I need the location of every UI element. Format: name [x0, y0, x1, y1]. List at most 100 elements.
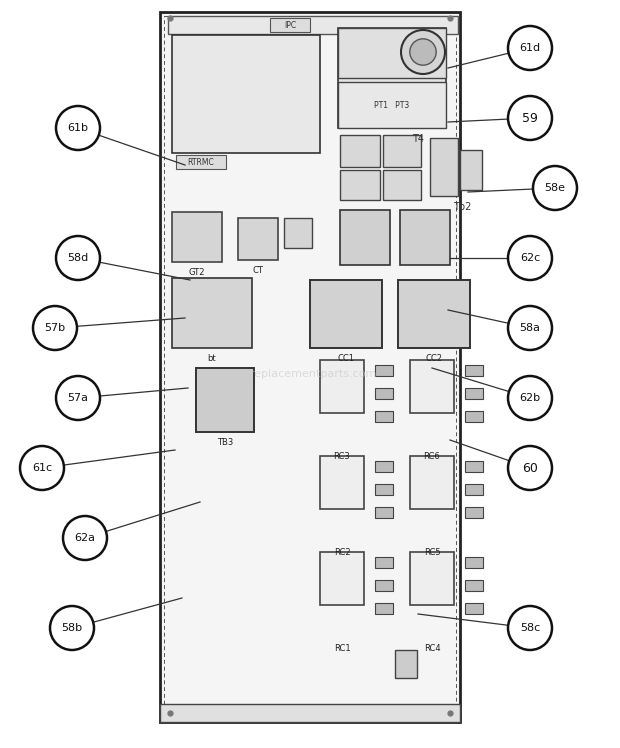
Text: 59: 59 — [522, 111, 538, 124]
Bar — [238, 218, 278, 260]
Text: RC4: RC4 — [423, 644, 440, 653]
Bar — [160, 12, 460, 722]
Bar — [196, 368, 254, 432]
Bar — [320, 553, 364, 605]
Circle shape — [533, 166, 577, 210]
Text: bt: bt — [208, 354, 216, 363]
Bar — [465, 387, 482, 399]
Bar — [465, 603, 482, 614]
Bar — [160, 704, 460, 722]
Text: ereplacementparts.com: ereplacementparts.com — [243, 369, 377, 379]
Text: PT1   PT3: PT1 PT3 — [374, 100, 410, 109]
Bar — [375, 557, 392, 568]
Bar — [172, 278, 252, 348]
Bar — [338, 82, 446, 128]
Bar — [465, 484, 482, 495]
Circle shape — [50, 606, 94, 650]
Text: RC6: RC6 — [423, 452, 440, 461]
Text: 58d: 58d — [68, 253, 89, 263]
Circle shape — [410, 39, 436, 65]
Text: 61d: 61d — [520, 43, 541, 53]
Bar — [465, 580, 482, 591]
Text: 60: 60 — [522, 462, 538, 474]
Bar — [410, 361, 454, 413]
Text: RC5: RC5 — [423, 548, 440, 557]
Bar — [465, 557, 482, 568]
Bar — [375, 603, 392, 614]
Text: CC2: CC2 — [425, 354, 443, 363]
Text: 57a: 57a — [68, 393, 89, 403]
Text: Tb2: Tb2 — [453, 202, 471, 212]
Bar — [338, 28, 446, 128]
Text: 61c: 61c — [32, 463, 52, 473]
Circle shape — [508, 446, 552, 490]
Bar — [430, 138, 458, 196]
Bar — [375, 365, 392, 376]
Bar — [460, 150, 482, 190]
Bar — [168, 16, 458, 34]
Bar — [172, 35, 320, 153]
Text: 57b: 57b — [45, 323, 66, 333]
Text: 58e: 58e — [544, 183, 565, 193]
Bar — [375, 387, 392, 399]
Text: RTRMC: RTRMC — [188, 158, 215, 167]
Bar — [320, 361, 364, 413]
Text: RC1: RC1 — [334, 644, 350, 653]
Text: IPC: IPC — [284, 20, 296, 29]
Bar — [400, 210, 450, 265]
Bar — [465, 461, 482, 472]
Bar — [375, 506, 392, 518]
Text: 62b: 62b — [520, 393, 541, 403]
Bar — [465, 365, 482, 376]
Bar — [270, 18, 310, 32]
Bar — [383, 135, 421, 167]
Bar — [340, 210, 390, 265]
Circle shape — [508, 96, 552, 140]
Circle shape — [508, 26, 552, 70]
Text: 58c: 58c — [520, 623, 540, 633]
Circle shape — [401, 30, 445, 74]
Bar — [338, 28, 446, 78]
Text: 62a: 62a — [74, 533, 95, 543]
Bar — [176, 155, 226, 169]
Bar — [310, 280, 382, 348]
Bar — [375, 484, 392, 495]
Circle shape — [508, 376, 552, 420]
Bar — [398, 280, 470, 348]
Bar — [375, 411, 392, 422]
Text: CC1: CC1 — [337, 354, 355, 363]
Circle shape — [56, 236, 100, 280]
Circle shape — [508, 306, 552, 350]
Bar — [340, 170, 380, 200]
Bar — [465, 411, 482, 422]
Circle shape — [508, 236, 552, 280]
Bar — [284, 218, 312, 248]
Text: T4: T4 — [412, 134, 424, 144]
Bar — [375, 461, 392, 472]
Bar — [320, 456, 364, 509]
Bar — [395, 650, 417, 678]
Text: GT2: GT2 — [188, 268, 205, 277]
Circle shape — [508, 606, 552, 650]
Text: CT: CT — [252, 266, 264, 275]
Text: RC2: RC2 — [334, 548, 350, 557]
Bar — [465, 506, 482, 518]
Text: 62c: 62c — [520, 253, 540, 263]
Circle shape — [63, 516, 107, 560]
Text: 58b: 58b — [61, 623, 82, 633]
Bar — [164, 16, 456, 718]
Text: 61b: 61b — [68, 123, 89, 133]
Circle shape — [56, 106, 100, 150]
Text: RC3: RC3 — [334, 452, 350, 461]
Bar — [383, 170, 421, 200]
Text: TB3: TB3 — [217, 438, 233, 447]
Text: 58a: 58a — [520, 323, 541, 333]
Bar — [375, 580, 392, 591]
Circle shape — [56, 376, 100, 420]
Bar — [340, 135, 380, 167]
Bar — [410, 553, 454, 605]
Circle shape — [33, 306, 77, 350]
Circle shape — [20, 446, 64, 490]
Bar — [172, 212, 222, 262]
Bar — [410, 456, 454, 509]
